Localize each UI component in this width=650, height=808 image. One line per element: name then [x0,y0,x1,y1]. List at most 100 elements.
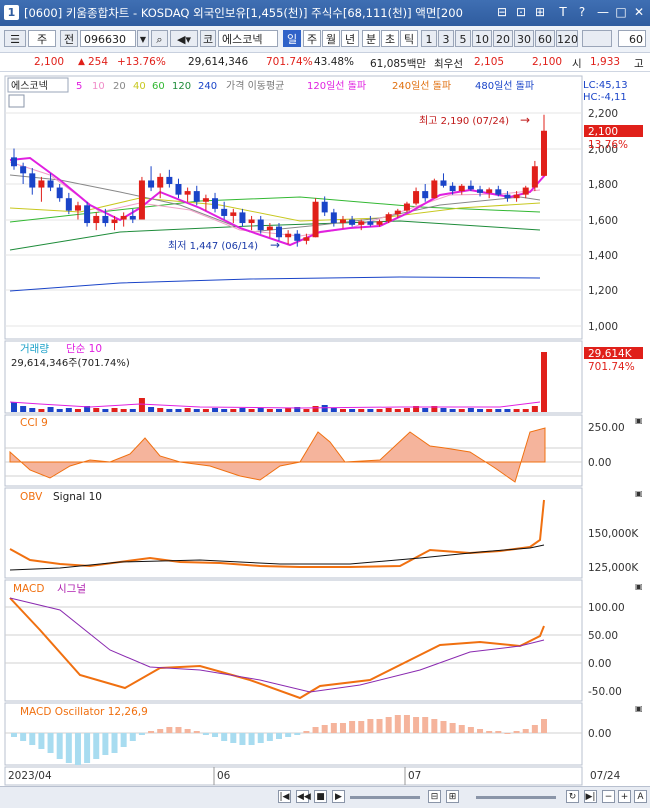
code-input[interactable]: 096630 [80,30,136,47]
volume-bar [138,398,145,412]
ma240-line [9,276,541,292]
code-dropdown-icon[interactable]: ▼ [137,30,149,47]
mode-button[interactable]: 전 [60,30,78,47]
osc-bar [20,733,27,741]
zoom-track[interactable] [476,796,556,799]
candle-body [11,157,17,167]
maximize-button[interactable]: □ [615,5,627,19]
count-input[interactable]: 60 [618,30,646,47]
candle-body [349,219,356,225]
plus-icon[interactable]: + [618,790,631,803]
ma5-line [9,156,546,247]
interval-3[interactable]: 3 [438,30,454,47]
stock-chart[interactable]: 최고 2,190 (07/24) → 최저 1,447 (06/14) → 에스… [0,72,650,807]
help-icon[interactable]: ? [578,5,586,19]
scroll-end-icon[interactable]: ▶| [584,790,597,803]
candle-body [74,205,81,211]
first-page-icon[interactable]: |◀ [278,790,291,803]
interval-1[interactable]: 1 [421,30,437,47]
market-badge[interactable]: 코 [200,30,216,47]
candle-body [38,180,45,188]
window-icon[interactable]: ⊡ [515,5,527,19]
minimize-button[interactable]: — [597,5,609,19]
legend-ma20[interactable]: 20 [113,81,126,92]
zoom-out-icon[interactable]: ⊟ [428,790,441,803]
last-volume-pct: 701.74% [588,361,635,373]
legend-name-box[interactable] [7,77,69,93]
candle-body [184,191,191,195]
legend-ma120-cross: 120일선 돌파 [307,80,366,92]
panel-close-icon[interactable]: ▣ [635,416,643,425]
legend-ma40[interactable]: 40 [133,81,146,92]
panel-close-icon[interactable]: ▣ [635,582,643,591]
tab-minute[interactable]: 분 [362,30,380,47]
candle-body [413,191,420,204]
grid-icon[interactable]: ⊞ [534,5,546,19]
osc-bar [458,725,465,733]
volume-bar [431,406,438,412]
interval-10[interactable]: 10 [472,30,492,47]
tab-week[interactable]: 주 [303,30,321,47]
tab-second[interactable]: 초 [381,30,399,47]
osc-bar [477,729,484,733]
zoom-in-icon[interactable]: ⊞ [446,790,459,803]
refresh-icon[interactable]: ↻ [566,790,579,803]
legend-stock-name: 에스코넥 [11,80,48,92]
tile-icon[interactable]: ⊟ [496,5,508,19]
candle-body [522,187,529,195]
tab-month[interactable]: 월 [322,30,340,47]
interval-120[interactable]: 120 [556,30,578,47]
table-icon[interactable] [8,94,25,108]
next-icon[interactable]: ▶ [332,790,345,803]
interval-60[interactable]: 60 [535,30,555,47]
macd-axis-label: 0.00 [588,658,611,670]
search-icon[interactable]: ⌕ [151,30,168,47]
volume-bar [129,409,136,412]
osc-bar [431,719,438,733]
candle-body [230,212,237,216]
scroll-track[interactable] [350,796,420,799]
sound-icon[interactable]: ◀▾ [170,30,198,47]
prev-icon[interactable]: ◀◀ [296,790,311,803]
volume-bar [20,406,27,412]
osc-bars [11,715,547,765]
osc-bar [495,731,502,733]
panel-close-icon[interactable]: ▣ [635,704,643,713]
obv-signal-line [9,544,545,571]
osc-bar [330,723,337,733]
menu-icon[interactable]: ☰ [4,30,26,47]
last-volume: 29,614K [588,348,633,360]
text-icon[interactable]: T [559,5,567,19]
interval-20[interactable]: 20 [493,30,513,47]
osc-bar [321,725,328,733]
tab-day[interactable]: 일 [283,30,301,47]
volume-bar [184,408,191,412]
interval-5[interactable]: 5 [455,30,471,47]
obv-axis-label: 150,000K [588,528,639,540]
volume-bar [477,409,484,412]
volume-bar [84,406,91,412]
legend-ma120[interactable]: 120 [172,81,191,92]
legend-ma60[interactable]: 60 [152,81,165,92]
minus-icon[interactable]: − [602,790,615,803]
tab-year[interactable]: 년 [341,30,359,47]
last-price-tag [584,125,643,137]
period-select[interactable]: 주 [28,30,56,47]
stop-icon[interactable]: ■ [314,790,327,803]
panel-close-icon[interactable]: ▣ [635,489,643,498]
custom-interval[interactable] [582,30,612,47]
interval-30[interactable]: 30 [514,30,534,47]
volume-bar [230,409,237,412]
close-button[interactable]: ✕ [633,5,645,19]
legend-ma10[interactable]: 10 [92,81,105,92]
osc-bar [531,725,538,733]
volume-bar [330,408,337,412]
legend-ma240[interactable]: 240 [198,81,217,92]
osc-bar [486,731,493,733]
cci-axis-label: 250.00 [588,422,625,434]
font-icon[interactable]: A [634,790,647,803]
legend-ma480-cross: 480일선 돌파 [475,80,534,92]
legend-ma5[interactable]: 5 [76,81,82,92]
candle-body [212,198,219,209]
tab-tick[interactable]: 틱 [400,30,418,47]
